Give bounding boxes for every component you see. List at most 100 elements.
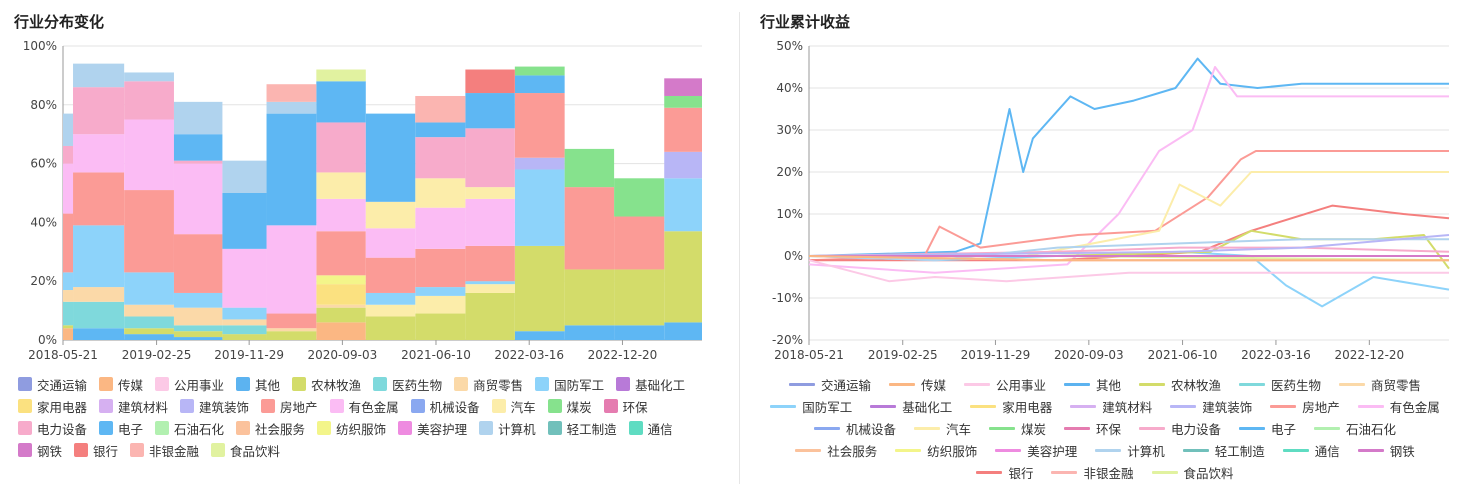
left-legend-item[interactable]: 农林牧渔 xyxy=(292,373,361,395)
left-legend-item[interactable]: 美容护理 xyxy=(398,417,467,439)
right-legend-item[interactable]: 纺织服饰 xyxy=(895,439,977,461)
left-legend-label: 石油石化 xyxy=(174,421,225,437)
left-legend-swatch xyxy=(410,399,425,413)
left-legend-swatch xyxy=(547,421,562,435)
right-legend-item[interactable]: 房地产 xyxy=(1270,395,1340,417)
right-legend-label: 轻工制造 xyxy=(1214,443,1265,459)
right-legend-item[interactable]: 环保 xyxy=(1063,417,1121,439)
right-legend-item[interactable]: 农林牧渔 xyxy=(1139,373,1221,395)
right-legend-item[interactable]: 其他 xyxy=(1063,373,1121,395)
area-segment-电子 xyxy=(564,325,615,340)
right-legend-item[interactable]: 国防军工 xyxy=(770,395,852,417)
left-legend-item[interactable]: 国防军工 xyxy=(535,373,604,395)
right-legend-item[interactable]: 医药生物 xyxy=(1239,373,1321,395)
right-legend-item[interactable]: 商贸零售 xyxy=(1339,373,1421,395)
left-legend-item[interactable]: 煤炭 xyxy=(547,395,592,417)
right-legend-label: 建筑材料 xyxy=(1102,399,1153,415)
left-y-tick-label: 80% xyxy=(30,98,57,112)
left-legend-item[interactable]: 医药生物 xyxy=(373,373,442,395)
right-legend-item[interactable]: 非银金融 xyxy=(1051,461,1134,483)
left-legend-item[interactable]: 基础化工 xyxy=(616,373,685,395)
area-segment-国防军工 xyxy=(63,272,74,291)
right-legend-label: 家用电器 xyxy=(1002,399,1053,415)
area-segment-电子 xyxy=(415,122,466,138)
right-legend-item[interactable]: 有色金属 xyxy=(1357,395,1440,417)
left-legend-item[interactable]: 房地产 xyxy=(261,395,318,417)
left-legend-item[interactable]: 环保 xyxy=(603,395,648,417)
left-legend-item[interactable]: 商贸零售 xyxy=(454,373,523,395)
left-legend-item[interactable]: 电力设备 xyxy=(18,417,87,439)
area-segment-电子 xyxy=(222,193,267,249)
left-x-tick-label: 2021-06-10 xyxy=(401,348,471,362)
left-legend-item[interactable]: 建筑装饰 xyxy=(180,395,249,417)
left-legend-item[interactable]: 计算机 xyxy=(479,417,536,439)
left-legend-item[interactable]: 钢铁 xyxy=(18,439,62,461)
right-legend-item[interactable]: 钢铁 xyxy=(1357,439,1415,461)
right-legend-item[interactable]: 银行 xyxy=(976,461,1033,483)
right-legend-label: 房地产 xyxy=(1302,399,1340,415)
left-legend-swatch xyxy=(155,377,170,391)
right-legend-item[interactable]: 建筑装饰 xyxy=(1170,395,1252,417)
left-legend-item[interactable]: 其他 xyxy=(236,373,280,395)
left-legend-item[interactable]: 有色金属 xyxy=(329,395,399,417)
right-legend-swatch xyxy=(1314,426,1341,430)
right-legend-item[interactable]: 通信 xyxy=(1282,439,1340,461)
right-y-tick-label: 40% xyxy=(776,81,803,95)
left-legend-swatch xyxy=(74,443,89,457)
left-legend-item[interactable]: 家用电器 xyxy=(18,395,87,417)
left-legend-item[interactable]: 建筑材料 xyxy=(99,395,168,417)
left-legend-label: 农林牧渔 xyxy=(311,377,362,393)
area-segment-电力设备 xyxy=(73,87,125,135)
right-legend-item[interactable]: 食品饮料 xyxy=(1151,461,1234,483)
area-segment-医药生物 xyxy=(222,325,267,335)
right-legend-item[interactable]: 公用事业 xyxy=(963,373,1046,395)
left-legend-label: 传媒 xyxy=(118,377,144,393)
left-legend-label: 计算机 xyxy=(498,421,536,437)
area-segment-房地产 xyxy=(415,248,466,288)
left-legend-swatch xyxy=(99,399,114,413)
area-segment-房地产 xyxy=(564,187,615,270)
right-y-tick-label: 50% xyxy=(776,39,803,53)
right-x-tick-label: 2021-06-10 xyxy=(1148,348,1218,362)
left-legend-item[interactable]: 交通运输 xyxy=(18,373,87,395)
left-legend-item[interactable]: 汽车 xyxy=(491,395,536,417)
right-y-tick-label: 0% xyxy=(784,249,803,263)
right-legend-swatch xyxy=(895,448,922,452)
left-legend-item[interactable]: 食品饮料 xyxy=(211,439,280,461)
left-x-tick-label: 2018-05-21 xyxy=(28,348,98,362)
left-legend-item[interactable]: 轻工制造 xyxy=(547,417,617,439)
area-segment-有色金属 xyxy=(365,228,416,258)
left-legend-label: 基础化工 xyxy=(635,377,686,393)
left-legend-label: 电子 xyxy=(118,421,144,437)
left-legend-item[interactable]: 非银金融 xyxy=(130,439,199,461)
left-legend-item[interactable]: 机械设备 xyxy=(410,395,480,417)
right-legend-label: 银行 xyxy=(1008,465,1034,481)
right-legend-item[interactable]: 家用电器 xyxy=(970,395,1052,417)
right-legend-item[interactable]: 轻工制造 xyxy=(1182,439,1265,461)
right-legend-item[interactable]: 煤炭 xyxy=(988,417,1046,439)
right-legend-item[interactable]: 计算机 xyxy=(1095,439,1165,461)
left-legend-item[interactable]: 石油石化 xyxy=(155,417,224,439)
right-legend-item[interactable]: 美容护理 xyxy=(995,439,1077,461)
left-legend-item[interactable]: 社会服务 xyxy=(236,417,305,439)
area-segment-钢铁 xyxy=(664,78,702,96)
right-legend-item[interactable]: 建筑材料 xyxy=(1070,395,1152,417)
right-legend-item[interactable]: 汽车 xyxy=(913,417,971,439)
right-legend-item[interactable]: 电子 xyxy=(1239,417,1296,439)
left-legend-item[interactable]: 公用事业 xyxy=(155,373,224,395)
right-legend-item[interactable]: 石油石化 xyxy=(1314,417,1396,439)
area-segment-计算机 xyxy=(173,101,223,135)
left-legend-item[interactable]: 银行 xyxy=(74,439,118,461)
left-legend-item[interactable]: 通信 xyxy=(628,417,673,439)
left-legend-item[interactable]: 电子 xyxy=(99,417,143,439)
left-legend-item[interactable]: 传媒 xyxy=(99,373,143,395)
right-legend-item[interactable]: 交通运输 xyxy=(788,373,871,395)
right-legend-item[interactable]: 传媒 xyxy=(888,373,946,395)
area-segment-电力设备 xyxy=(173,160,223,164)
left-legend-item[interactable]: 纺织服饰 xyxy=(317,417,386,439)
right-legend-item[interactable]: 基础化工 xyxy=(870,395,952,417)
right-legend-item[interactable]: 机械设备 xyxy=(813,417,896,439)
right-legend-item[interactable]: 电力设备 xyxy=(1139,417,1221,439)
right-legend-item[interactable]: 社会服务 xyxy=(795,439,877,461)
left-legend-swatch xyxy=(211,443,226,457)
